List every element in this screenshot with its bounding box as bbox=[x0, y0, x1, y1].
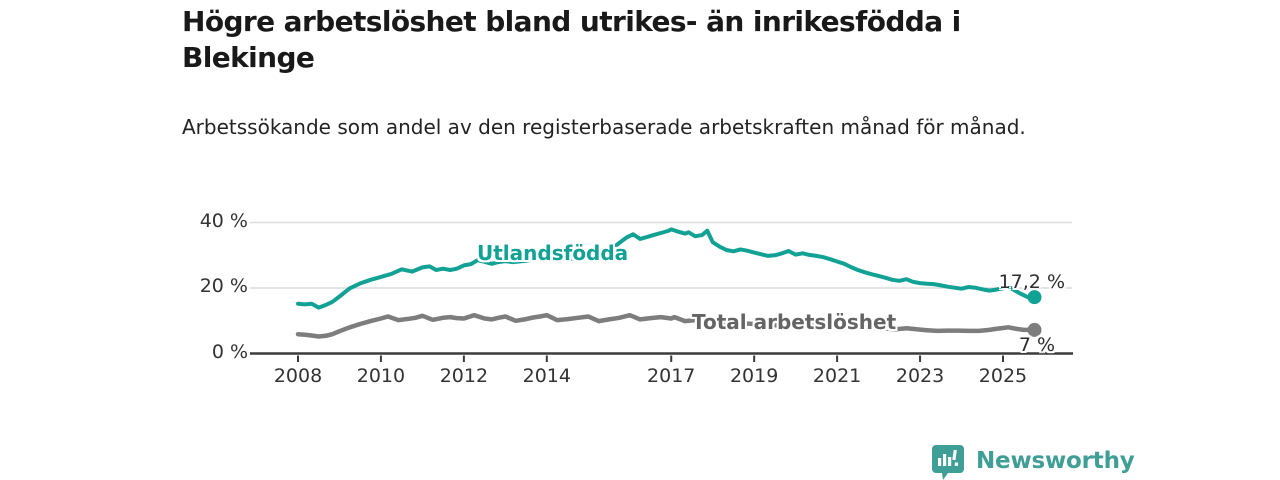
newsworthy-logo-icon bbox=[930, 442, 966, 480]
newsworthy-brand-name: Newsworthy bbox=[976, 448, 1135, 474]
series-line-1 bbox=[295, 312, 1037, 339]
y-tick-label: 40 % bbox=[199, 209, 248, 232]
x-tick-label: 2014 bbox=[522, 365, 571, 387]
x-tick-label: 2023 bbox=[895, 365, 945, 387]
x-tick-label: 2019 bbox=[729, 365, 779, 387]
x-tick-label: 2017 bbox=[647, 365, 696, 387]
chart-subtitle: Arbetssökande som andel av den registerb… bbox=[182, 115, 1026, 139]
newsworthy-brand: Newsworthy bbox=[930, 442, 1135, 480]
y-tick-label: 20 % bbox=[199, 275, 248, 297]
x-tick-label: 2010 bbox=[356, 365, 406, 387]
series-label-total-arbetsloshet: Total arbetslöshet bbox=[692, 310, 897, 334]
x-tick-label: 2021 bbox=[812, 365, 862, 387]
end-value-label-utlandsfodda: 17,2 % bbox=[998, 271, 1065, 293]
series-line-0 bbox=[296, 227, 1037, 310]
end-value-label-total: 7 % bbox=[1018, 334, 1055, 356]
series-label-utlandsfodda: Utlandsfödda bbox=[477, 241, 629, 265]
series-end-dot-1 bbox=[1027, 322, 1042, 337]
y-tick-label: 0 % bbox=[211, 340, 248, 363]
x-tick-label: 2008 bbox=[273, 365, 323, 387]
x-tick-label: 2012 bbox=[439, 365, 489, 387]
series-end-dot-0 bbox=[1027, 290, 1042, 305]
x-tick-label: 2025 bbox=[978, 365, 1028, 387]
page-title: Högre arbetslöshet bland utrikes- än inr… bbox=[182, 5, 961, 75]
